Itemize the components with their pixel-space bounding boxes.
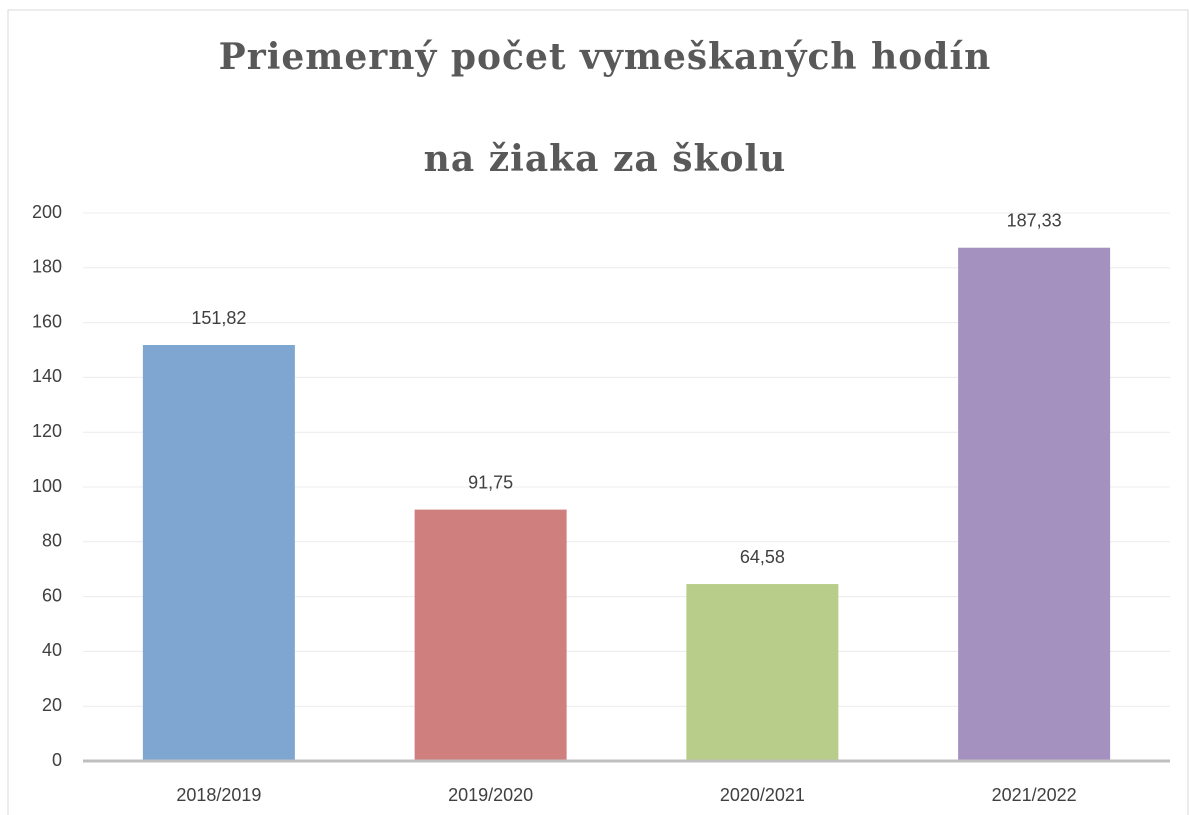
- x-tick-label: 2018/2019: [176, 785, 261, 805]
- chart-title: na žiaka za školu: [424, 138, 787, 180]
- bar: [958, 247, 1111, 761]
- x-tick-label: 2021/2022: [992, 785, 1077, 805]
- x-tick-label: 2019/2020: [448, 785, 533, 805]
- data-label: 187,33: [1007, 210, 1062, 230]
- y-tick-label: 20: [42, 695, 62, 715]
- y-tick-label: 140: [32, 366, 62, 386]
- bar: [414, 509, 567, 761]
- x-tick-label: 2020/2021: [720, 785, 805, 805]
- bar: [142, 345, 295, 761]
- y-tick-label: 120: [32, 421, 62, 441]
- y-tick-label: 100: [32, 476, 62, 496]
- y-tick-label: 40: [42, 640, 62, 660]
- bar: [686, 584, 839, 761]
- y-tick-label: 180: [32, 257, 62, 277]
- chart-title: Priemerný počet vymeškaných hodín: [219, 36, 992, 78]
- y-tick-label: 60: [42, 585, 62, 605]
- y-tick-label: 80: [42, 531, 62, 551]
- data-label: 151,82: [191, 308, 246, 328]
- data-label: 64,58: [740, 547, 785, 567]
- y-tick-label: 160: [32, 311, 62, 331]
- data-label: 91,75: [468, 472, 513, 492]
- y-tick-label: 0: [52, 750, 62, 770]
- y-tick-label: 200: [32, 202, 62, 222]
